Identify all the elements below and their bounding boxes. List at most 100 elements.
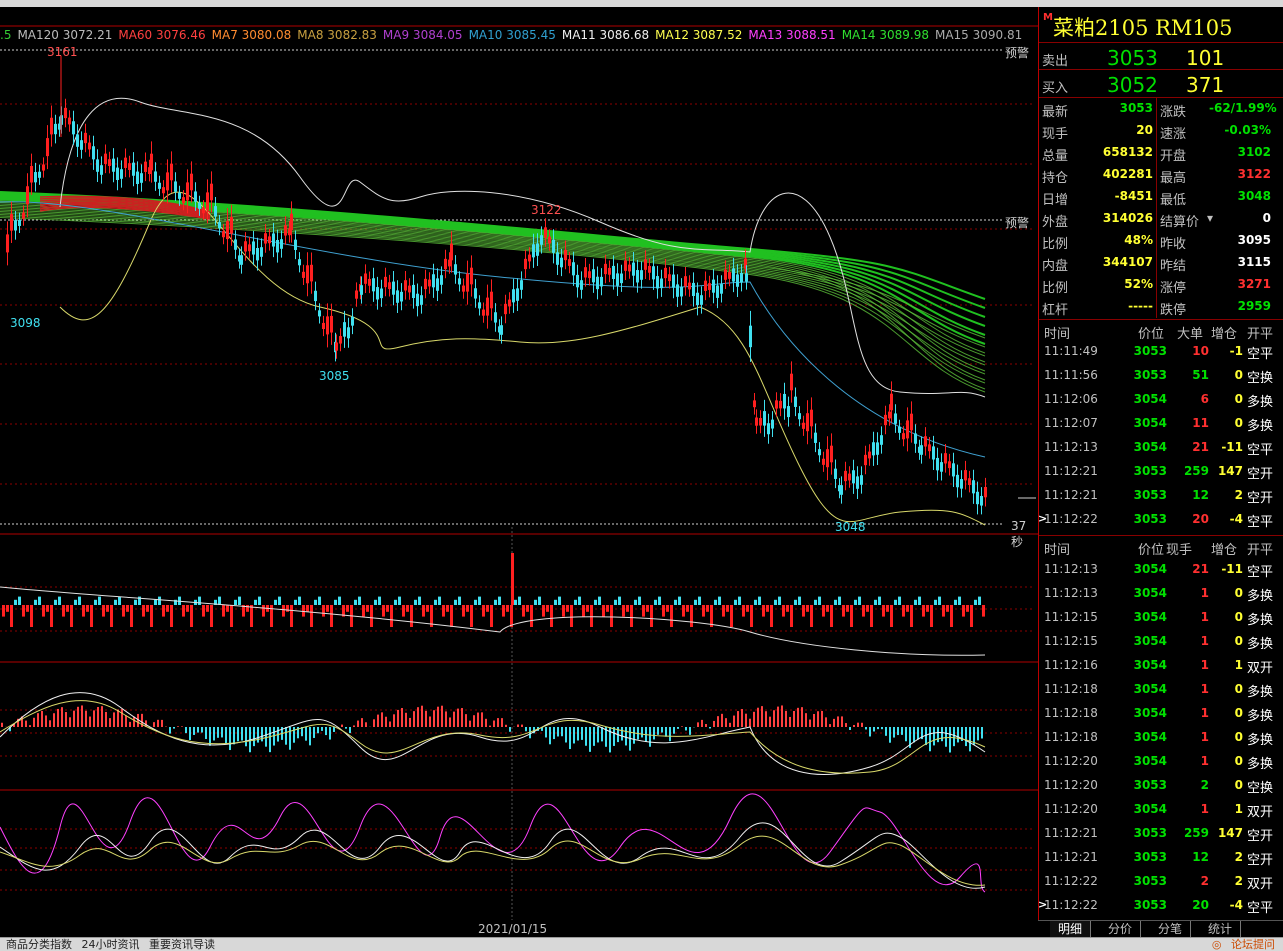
- big-trade-row[interactable]: 11:12:13 3054 21 -11 空平: [1039, 435, 1283, 459]
- candle-body: [700, 295, 703, 305]
- big-trade-row[interactable]: 11:12:06 3054 6 0 多换: [1039, 387, 1283, 411]
- warning-line-label-mid[interactable]: 预警: [1005, 216, 1030, 230]
- volume-bar: [930, 605, 933, 627]
- tab-tick-trades[interactable]: 分笔: [1150, 921, 1192, 937]
- stat-value: 20: [1136, 123, 1153, 137]
- candle-body: [572, 262, 575, 276]
- big-trade-row[interactable]: 11:12:07 3054 11 0 多换: [1039, 411, 1283, 435]
- status-item-index[interactable]: 商品分类指数: [6, 938, 72, 951]
- tick-row[interactable]: 11:12:20 3054 1 0 多换: [1039, 749, 1283, 773]
- volume-bar: [662, 605, 665, 617]
- tick-row[interactable]: 11:12:20 3054 1 1 双开: [1039, 797, 1283, 821]
- volume-bar: [590, 605, 593, 627]
- status-item-headlines[interactable]: 重要资讯导读: [149, 938, 215, 951]
- tick-row[interactable]: 11:12:21 3053 12 2 空开: [1039, 845, 1283, 869]
- stat-row: 比例 52% 涨停 3271: [1039, 274, 1283, 296]
- candle-body: [640, 270, 643, 280]
- volume-bar: [398, 596, 401, 605]
- settlement-dropdown-icon[interactable]: ▾: [1207, 211, 1214, 225]
- candle-body: [339, 336, 342, 344]
- tick-row[interactable]: 11:12:22 3053 2 2 双开: [1039, 869, 1283, 893]
- volume-bar: [462, 605, 465, 617]
- volume-bar: [358, 596, 361, 605]
- tab-price-distribution[interactable]: 分价: [1100, 921, 1142, 937]
- status-item-news[interactable]: 24小时资讯: [81, 938, 140, 951]
- candle-body: [775, 400, 778, 409]
- trade-volume: 2: [1200, 874, 1209, 888]
- tab-statistics[interactable]: 统计: [1200, 921, 1242, 937]
- volume-bar: [530, 605, 533, 627]
- tick-row[interactable]: 11:12:15 3054 1 0 多换: [1039, 629, 1283, 653]
- volume-bar: [898, 596, 901, 605]
- tick-row[interactable]: 11:12:15 3054 1 0 多换: [1039, 605, 1283, 629]
- candle-body: [158, 182, 161, 189]
- tab-detail[interactable]: 明细: [1050, 921, 1092, 937]
- forum-link[interactable]: ◎ 论坛提问: [1206, 938, 1275, 951]
- stat-value: 0: [1262, 211, 1271, 225]
- volume-bar: [126, 605, 129, 612]
- tick-row[interactable]: 11:12:13 3054 1 0 多换: [1039, 581, 1283, 605]
- volume-bar: [494, 599, 497, 605]
- high-price-label: 3161: [47, 45, 78, 59]
- big-trade-row[interactable]: 11:11:56 3053 51 0 空换: [1039, 363, 1283, 387]
- tick-row[interactable]: 11:12:13 3054 21 -11 空平: [1039, 557, 1283, 581]
- trade-time: 11:11:49: [1044, 344, 1098, 358]
- big-trade-row[interactable]: 11:12:22 3053 20 -4 空平 >: [1038, 507, 1283, 531]
- volume-bar: [110, 605, 113, 627]
- candle-body: [128, 163, 131, 170]
- candle-body: [276, 240, 279, 253]
- trade-time: 11:12:16: [1044, 658, 1098, 672]
- header-price: 价位: [1138, 543, 1165, 558]
- candle-body: [940, 462, 943, 472]
- upper-band-line: [59, 97, 986, 398]
- candle-body: [736, 274, 739, 287]
- candle-body: [326, 316, 329, 335]
- header-oi-change: 增仓: [1211, 327, 1238, 342]
- kline-chart-area[interactable]: 3161 3122 3098 3085 3048 预警 预警 37秒: [0, 7, 1038, 920]
- candle-body: [696, 292, 699, 306]
- candle-body: [632, 262, 635, 276]
- warning-line-label-top[interactable]: 预警: [1005, 46, 1030, 60]
- volume-bar: [374, 599, 377, 605]
- bid-row[interactable]: 买入 3052 371: [1039, 70, 1283, 99]
- big-trade-row[interactable]: 11:12:21 3053 259 147 空开: [1039, 459, 1283, 483]
- volume-bar: [330, 605, 333, 627]
- big-trade-row[interactable]: 11:11:49 3053 10 -1 空平: [1039, 339, 1283, 363]
- candle-body: [972, 480, 975, 494]
- candle-body: [822, 458, 825, 465]
- tick-row[interactable]: 11:12:18 3054 1 0 多换: [1039, 701, 1283, 725]
- candle-body: [436, 278, 439, 291]
- candle-body: [280, 239, 283, 249]
- volume-bar: [318, 596, 321, 605]
- tick-row[interactable]: 11:12:18 3054 1 0 多换: [1039, 677, 1283, 701]
- candle-body: [596, 276, 599, 290]
- candle-body: [264, 233, 267, 244]
- candle-body: [494, 312, 497, 323]
- candle-body: [72, 121, 75, 135]
- trade-time: 11:12:06: [1044, 392, 1098, 406]
- stat-label: 涨停: [1160, 281, 1187, 296]
- kline-chart-canvas[interactable]: [0, 7, 1038, 920]
- volume-bar: [386, 605, 389, 612]
- trade-volume: 12: [1192, 488, 1209, 502]
- candle-body: [724, 269, 727, 280]
- tick-row[interactable]: 11:12:22 3053 20 -4 空平 >: [1038, 893, 1283, 917]
- tick-row[interactable]: 11:12:18 3054 1 0 多换: [1039, 725, 1283, 749]
- trade-price: 3054: [1133, 440, 1167, 454]
- divider: [1039, 535, 1283, 536]
- contract-title[interactable]: 菜粕2105 RM105: [1053, 16, 1233, 40]
- tick-row[interactable]: 11:12:20 3053 2 0 空换: [1039, 773, 1283, 797]
- tick-row[interactable]: 11:12:16 3054 1 1 双开: [1039, 653, 1283, 677]
- trade-price: 3054: [1133, 634, 1167, 648]
- volume-bar: [610, 605, 613, 627]
- volume-bar: [298, 596, 301, 605]
- trade-open-close: 多换: [1247, 395, 1274, 410]
- candle-body: [740, 272, 743, 283]
- tick-row[interactable]: 11:12:21 3053 259 147 空开: [1039, 821, 1283, 845]
- trade-oi-change: 0: [1234, 730, 1243, 744]
- volume-bar: [562, 605, 565, 617]
- volume-bar: [78, 596, 81, 605]
- big-trade-row[interactable]: 11:12:21 3053 12 2 空开: [1039, 483, 1283, 507]
- ma-ribbon-line: [0, 194, 986, 318]
- ask-row[interactable]: 卖出 3053 101: [1039, 43, 1283, 72]
